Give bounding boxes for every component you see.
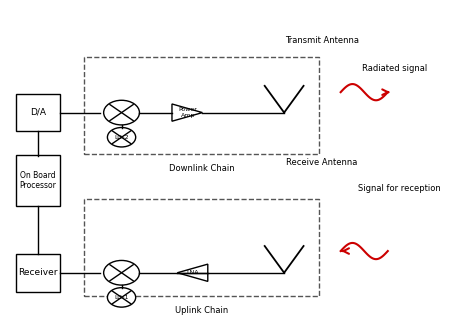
Text: Radiated signal: Radiated signal	[362, 64, 428, 73]
Text: On Board
Processor: On Board Processor	[19, 171, 56, 190]
Circle shape	[104, 260, 139, 285]
Bar	[16, 94, 60, 131]
Text: LO-1: LO-1	[114, 295, 129, 300]
Polygon shape	[172, 104, 202, 121]
Text: Power
Amp: Power Amp	[179, 107, 198, 118]
Text: Receiver: Receiver	[18, 268, 58, 277]
Circle shape	[108, 288, 136, 307]
Bar	[16, 155, 60, 206]
Text: LO-2: LO-2	[114, 135, 129, 140]
Circle shape	[104, 100, 139, 125]
Polygon shape	[177, 264, 208, 282]
Text: Downlink Chain: Downlink Chain	[169, 164, 235, 173]
Text: LNA: LNA	[186, 270, 199, 275]
Bar	[16, 254, 60, 292]
Text: Signal for reception: Signal for reception	[358, 184, 441, 193]
Circle shape	[108, 128, 136, 147]
Bar	[84, 199, 319, 297]
Text: Receive Antenna: Receive Antenna	[286, 158, 357, 167]
Text: Uplink Chain: Uplink Chain	[175, 306, 228, 315]
Bar	[84, 57, 319, 154]
Text: Transmit Antenna: Transmit Antenna	[285, 36, 359, 45]
Text: D/A: D/A	[30, 108, 46, 117]
